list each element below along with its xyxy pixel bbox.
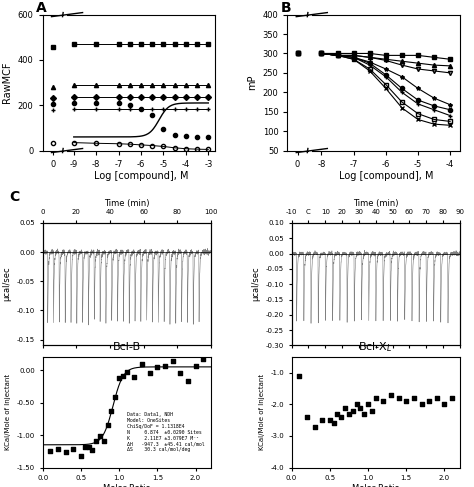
Point [349,407,356,414]
Text: B: B [280,1,291,15]
Point [62,448,69,455]
Point [326,416,334,424]
Point [70,446,77,453]
Point [54,445,62,452]
Point [319,416,326,424]
Point [89,446,96,454]
Point [387,391,395,399]
Point [334,410,341,418]
Point [108,407,115,415]
Point [100,437,108,445]
Point [115,374,123,382]
Point [161,362,169,370]
Text: A: A [36,1,46,15]
Point [425,397,433,405]
Point [92,437,100,445]
Point [96,432,104,440]
Point [192,362,200,370]
Y-axis label: KCal/Mole of Injectant: KCal/Mole of Injectant [259,375,264,450]
Point [380,397,387,405]
Point [200,355,207,363]
Point [104,422,111,430]
Y-axis label: μcal/sec: μcal/sec [2,267,11,301]
Text: C: C [9,190,19,204]
Point [395,394,402,402]
Point [356,404,364,412]
Point [46,447,54,455]
Point [154,363,161,371]
Point [345,410,353,418]
X-axis label: Time (min): Time (min) [353,200,399,208]
Y-axis label: RawMCF: RawMCF [2,62,12,103]
Point [81,443,89,450]
X-axis label: Time (min): Time (min) [104,200,149,208]
Point [138,360,146,368]
Point [303,413,310,421]
Point [146,369,154,376]
Point [77,452,85,460]
Point [131,373,138,381]
Point [123,368,130,376]
Point [85,443,92,451]
Point [433,394,441,402]
Point [372,394,380,402]
Point [360,410,368,418]
Point [184,377,191,385]
Point [368,407,376,414]
Y-axis label: μcal/sec: μcal/sec [251,267,260,301]
Point [311,423,319,431]
X-axis label: Molar Ratio: Molar Ratio [103,484,151,487]
Point [295,372,303,380]
Point [176,369,184,377]
Y-axis label: mP: mP [247,75,257,90]
Point [353,400,360,408]
Point [410,394,418,402]
X-axis label: Log [compound], M: Log [compound], M [94,171,188,181]
Point [441,400,448,408]
Y-axis label: KCal/Mole of Injectant: KCal/Mole of Injectant [5,375,11,450]
Point [448,394,456,402]
Text: Data: Data1, NDH
Model: OneSites
ChiSq/DoF = 1.1318E4
N     0.874  ±0.0290 Sites: Data: Data1, NDH Model: OneSites ChiSq/D… [127,412,204,452]
Point [402,397,410,405]
X-axis label: Molar Ratio: Molar Ratio [352,484,400,487]
Point [341,404,349,412]
Title: Bcl-X$_L$: Bcl-X$_L$ [358,340,393,354]
Point [337,413,345,421]
Point [364,400,372,408]
Title: Bcl-B: Bcl-B [113,342,141,352]
X-axis label: Log [compound], M: Log [compound], M [338,171,433,181]
Point [330,419,337,427]
Point [169,357,176,365]
Point [111,393,119,401]
Point [119,372,127,379]
Point [418,400,425,408]
